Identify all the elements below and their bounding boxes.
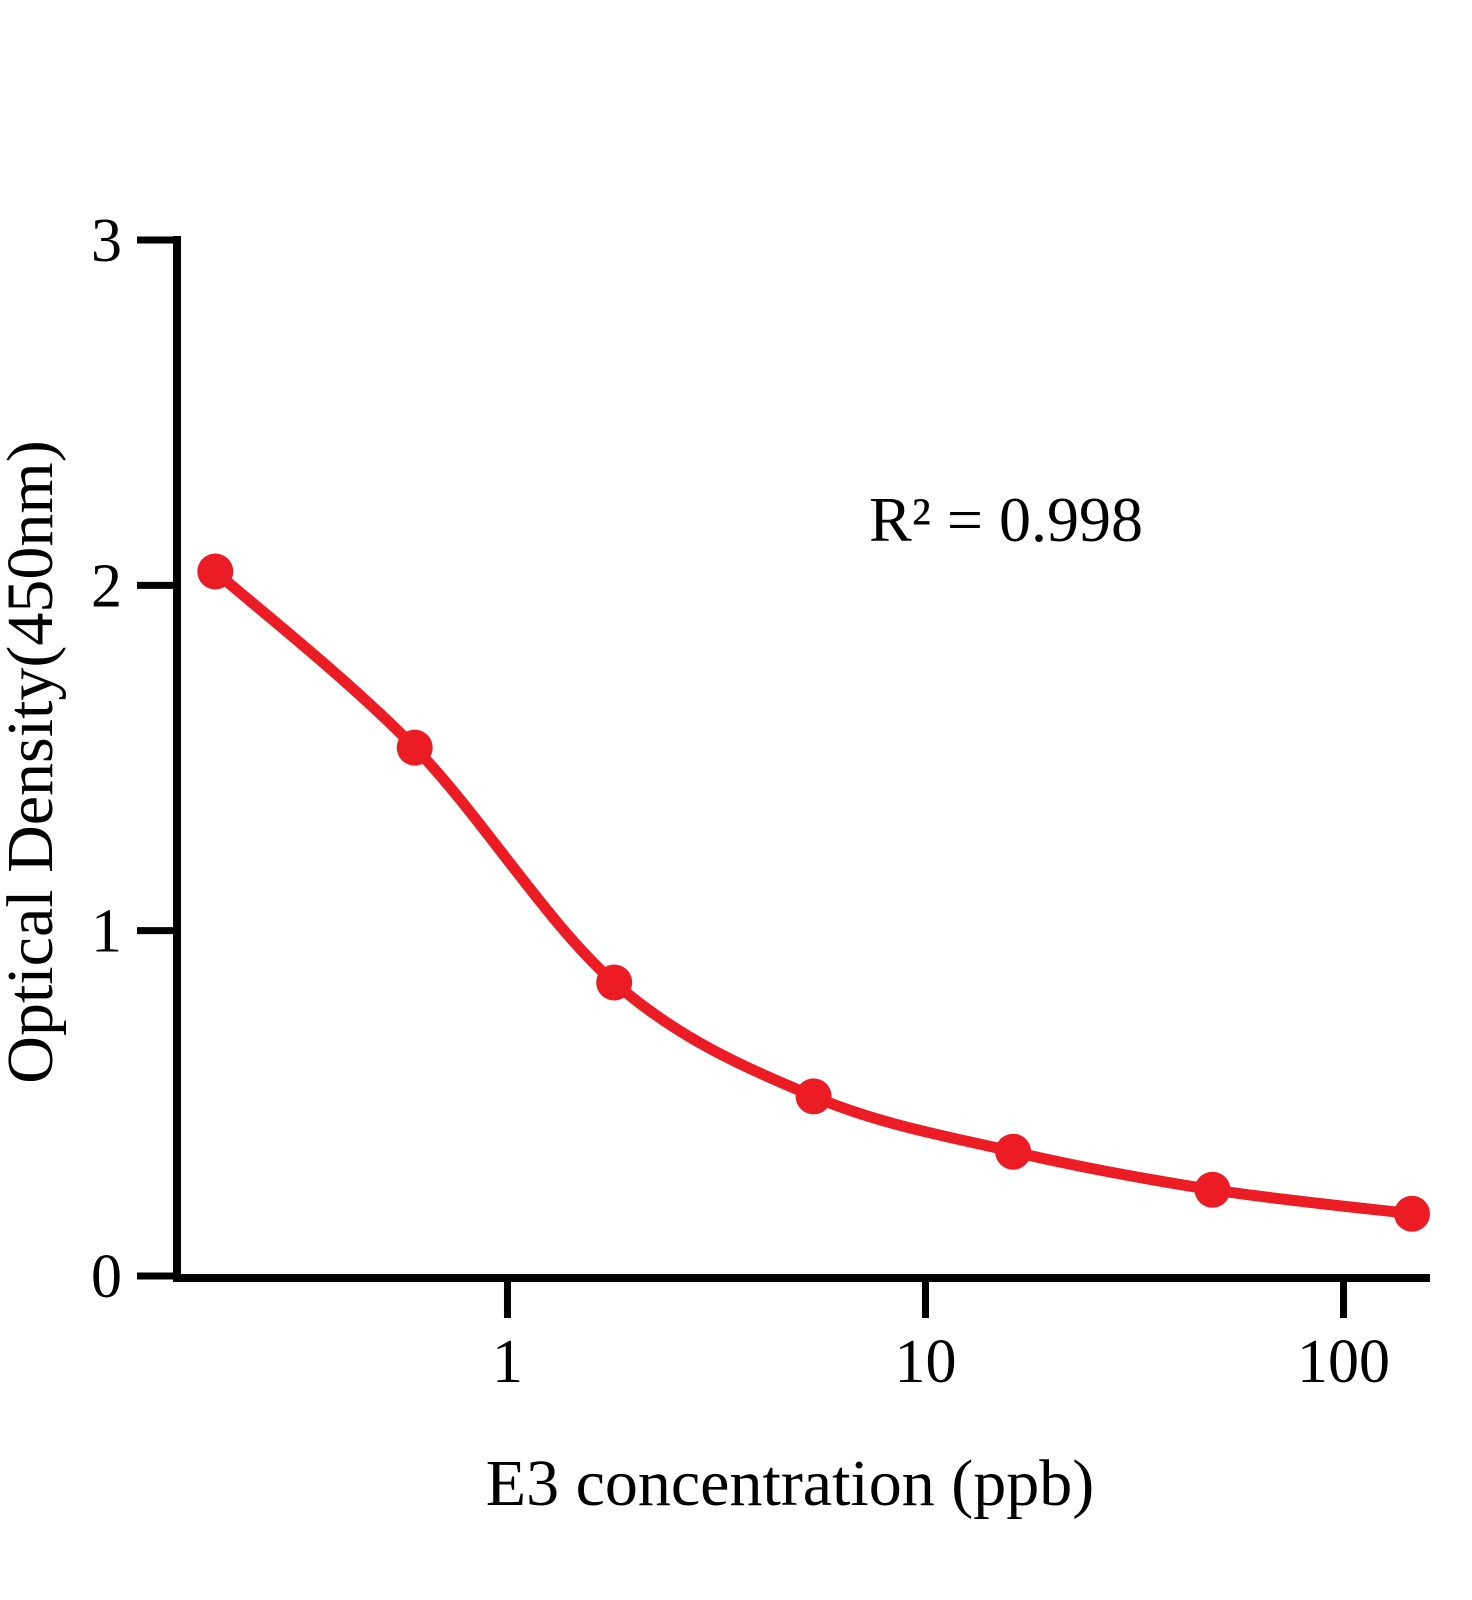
data-point — [396, 729, 433, 766]
x-tick-label: 100 — [1297, 1328, 1390, 1396]
data-point — [995, 1133, 1032, 1170]
y-tick-label: 0 — [91, 1243, 122, 1311]
r-squared-annotation: R² = 0.998 — [869, 484, 1143, 555]
data-point — [197, 553, 234, 590]
data-point — [795, 1078, 832, 1115]
y-tick-label: 2 — [91, 552, 122, 620]
fit-curve — [209, 566, 1418, 1220]
y-axis-title: Optical Density(450nm) — [0, 440, 67, 1083]
y-tick-label: 1 — [91, 898, 122, 966]
x-tick-label: 1 — [492, 1328, 523, 1396]
data-point — [1194, 1171, 1231, 1208]
axes: 0 1 2 3 1 10 100 — [91, 207, 1430, 1396]
x-tick-label: 10 — [894, 1328, 956, 1396]
x-axis-title: E3 concentration (ppb) — [486, 1447, 1094, 1520]
data-point — [596, 964, 633, 1001]
y-tick-label: 3 — [91, 207, 122, 275]
plot-area — [197, 553, 1430, 1232]
data-point — [1394, 1195, 1430, 1232]
